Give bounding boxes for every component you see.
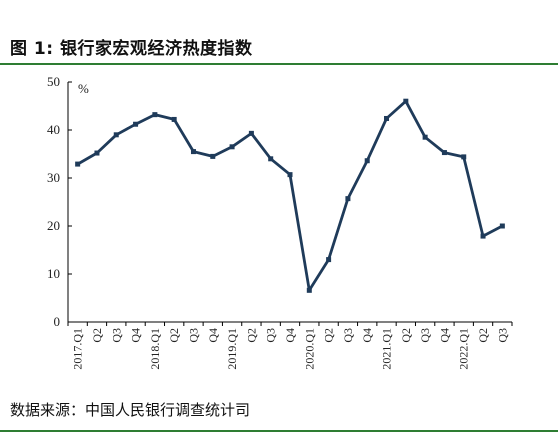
source-note: 数据来源：中国人民银行调查统计司 bbox=[10, 401, 251, 419]
x-tick-label: Q3 bbox=[495, 328, 509, 343]
data-point bbox=[113, 132, 119, 138]
figure-title: 图 1: 银行家宏观经济热度指数 bbox=[10, 39, 253, 59]
data-point bbox=[75, 161, 81, 167]
data-point bbox=[248, 130, 254, 136]
x-tick-label: 2022.Q1 bbox=[457, 328, 471, 370]
x-tick-label: Q4 bbox=[283, 328, 297, 343]
x-tick-label: Q2 bbox=[399, 328, 413, 343]
x-tick-label: Q4 bbox=[360, 328, 374, 343]
data-point bbox=[229, 144, 235, 150]
x-tick-label: 2018.Q1 bbox=[148, 328, 162, 370]
data-point bbox=[403, 98, 409, 104]
y-tick-label: 30 bbox=[47, 170, 60, 185]
y-tick-label: 20 bbox=[47, 218, 60, 233]
x-tick-label: Q3 bbox=[186, 328, 200, 343]
data-point bbox=[268, 156, 274, 162]
x-tick-label: Q2 bbox=[90, 328, 104, 343]
x-tick-label: Q3 bbox=[418, 328, 432, 343]
data-point bbox=[190, 149, 196, 155]
x-tick-label: Q2 bbox=[476, 328, 490, 343]
x-tick-label: 2019.Q1 bbox=[225, 328, 239, 370]
data-point bbox=[152, 112, 158, 118]
data-point bbox=[306, 287, 312, 293]
x-tick-label: Q3 bbox=[109, 328, 123, 343]
x-tick-label: Q3 bbox=[341, 328, 355, 343]
x-tick-label: 2017.Q1 bbox=[71, 328, 85, 370]
data-point bbox=[287, 172, 293, 178]
y-tick-label: 0 bbox=[54, 314, 61, 329]
data-point bbox=[461, 154, 467, 160]
y-tick-label: 50 bbox=[47, 74, 60, 89]
data-point bbox=[94, 150, 100, 156]
data-point bbox=[326, 257, 332, 263]
y-tick-label: 40 bbox=[47, 122, 60, 137]
x-tick-label: 2021.Q1 bbox=[380, 328, 394, 370]
x-tick-label: Q2 bbox=[167, 328, 181, 343]
data-point bbox=[210, 153, 216, 159]
data-point bbox=[499, 223, 505, 229]
x-tick-label: Q4 bbox=[206, 328, 220, 343]
x-tick-label: Q2 bbox=[244, 328, 258, 343]
data-point bbox=[345, 196, 351, 202]
data-point bbox=[422, 134, 428, 140]
data-point bbox=[171, 116, 177, 122]
x-tick-label: Q3 bbox=[264, 328, 278, 343]
bottom-rule bbox=[0, 430, 558, 432]
series-line bbox=[77, 99, 503, 292]
y-tick-label: 10 bbox=[47, 266, 60, 281]
y-axis-unit-label: % bbox=[78, 81, 89, 96]
data-point bbox=[133, 121, 139, 127]
x-tick-label: Q4 bbox=[129, 328, 143, 343]
data-point bbox=[441, 150, 447, 156]
data-point bbox=[480, 233, 486, 239]
x-tick-label: Q2 bbox=[322, 328, 336, 343]
x-tick-label: Q4 bbox=[437, 328, 451, 343]
data-point bbox=[384, 115, 390, 121]
data-point bbox=[364, 158, 370, 164]
top-rule bbox=[0, 63, 558, 65]
x-tick-label: 2020.Q1 bbox=[302, 328, 316, 370]
